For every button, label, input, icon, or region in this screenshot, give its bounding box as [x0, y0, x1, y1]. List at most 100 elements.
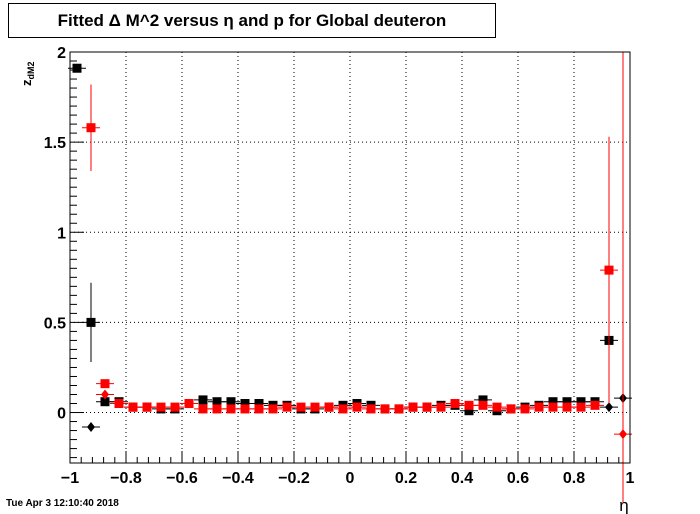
data-point — [446, 399, 464, 409]
square-marker — [520, 404, 530, 414]
square-marker — [562, 402, 572, 412]
data-point — [474, 400, 492, 410]
square-marker — [548, 397, 558, 407]
y-tick-label: 1.5 — [44, 135, 66, 152]
data-point — [82, 84, 100, 171]
axes: −1 −0.8 −0.6 −0.4 −0.2 0 0.2 0.4 0.6 0.8 1 0 0.5 1 1.5… — [44, 45, 635, 487]
x-tick-label: −0.2 — [278, 470, 310, 487]
data-point — [390, 404, 408, 414]
data-point — [320, 402, 338, 412]
data-point — [334, 404, 352, 414]
square-marker — [86, 317, 96, 327]
square-marker — [212, 397, 222, 407]
square-marker — [170, 402, 180, 412]
x-axis-label: η — [619, 496, 628, 514]
x-tick-label: 0.4 — [451, 470, 473, 487]
square-marker — [506, 404, 516, 414]
square-marker — [394, 404, 404, 414]
square-marker — [366, 404, 376, 414]
data-point — [264, 404, 282, 414]
y-tick-label: 0 — [57, 406, 66, 423]
data-point — [516, 404, 534, 414]
diamond-marker — [619, 429, 627, 440]
square-marker — [548, 402, 558, 412]
y-tick-label: 2 — [57, 45, 66, 62]
x-tick-label: −0.4 — [222, 470, 254, 487]
diamond-marker — [87, 421, 95, 432]
x-tick-label: −0.8 — [110, 470, 142, 487]
square-marker — [604, 265, 614, 275]
square-marker — [198, 395, 208, 405]
square-marker — [352, 402, 362, 412]
square-marker — [254, 404, 264, 414]
diamond-marker — [605, 402, 613, 413]
data-point — [488, 402, 506, 412]
data-point — [82, 282, 100, 363]
data-point — [586, 400, 604, 410]
square-marker — [478, 400, 488, 410]
x-tick-label: 0.6 — [507, 470, 529, 487]
data-point — [614, 52, 632, 503]
x-tick-label: 1 — [626, 470, 635, 487]
square-marker — [100, 379, 110, 389]
square-marker — [184, 399, 194, 409]
x-tick-label: 0 — [346, 470, 355, 487]
x-tick-label: 0.8 — [563, 470, 585, 487]
x-tick-label: −1 — [61, 470, 79, 487]
square-marker — [114, 399, 124, 409]
square-marker — [268, 404, 278, 414]
square-marker — [422, 402, 432, 412]
grid-lines — [70, 52, 630, 463]
data-points — [68, 52, 632, 503]
square-marker — [282, 402, 292, 412]
square-marker — [156, 402, 166, 412]
square-marker — [576, 402, 586, 412]
data-point — [222, 397, 240, 407]
data-point — [166, 402, 184, 412]
x-tick-label: 0.2 — [395, 470, 417, 487]
x-tick-label: −0.6 — [166, 470, 198, 487]
data-point — [68, 63, 86, 73]
square-marker — [254, 399, 264, 409]
square-marker — [72, 63, 82, 73]
square-marker — [534, 402, 544, 412]
data-point — [474, 395, 492, 405]
square-marker — [436, 402, 446, 412]
square-marker — [100, 397, 110, 407]
square-marker — [128, 402, 138, 412]
square-marker — [296, 402, 306, 412]
square-marker — [338, 404, 348, 414]
chart-title: Fitted Δ M^2 versus η and p for Global d… — [8, 3, 496, 38]
diamond-marker — [101, 389, 109, 400]
square-marker — [142, 402, 152, 412]
square-marker — [464, 400, 474, 410]
square-marker — [212, 404, 222, 414]
timestamp: Tue Apr 3 12:10:40 2018 — [6, 498, 119, 509]
data-point — [180, 399, 198, 409]
y-tick-label: 1 — [57, 225, 66, 242]
square-marker — [478, 395, 488, 405]
data-point — [460, 406, 478, 416]
data-point — [600, 136, 618, 404]
square-marker — [240, 404, 250, 414]
square-marker — [380, 404, 390, 414]
data-point — [572, 402, 590, 412]
square-marker — [226, 404, 236, 414]
square-marker — [450, 399, 460, 409]
data-point — [600, 402, 618, 413]
y-tick-label: 0.5 — [44, 315, 66, 332]
data-point — [194, 395, 212, 405]
square-marker — [464, 406, 474, 416]
square-marker — [226, 397, 236, 407]
square-marker — [576, 397, 586, 407]
square-marker — [86, 123, 96, 133]
square-marker — [324, 402, 334, 412]
data-point — [348, 402, 366, 412]
data-point — [82, 421, 100, 432]
data-point — [432, 402, 450, 412]
data-point — [110, 399, 128, 409]
square-marker — [198, 404, 208, 414]
square-marker — [240, 399, 250, 409]
data-point — [96, 389, 114, 400]
